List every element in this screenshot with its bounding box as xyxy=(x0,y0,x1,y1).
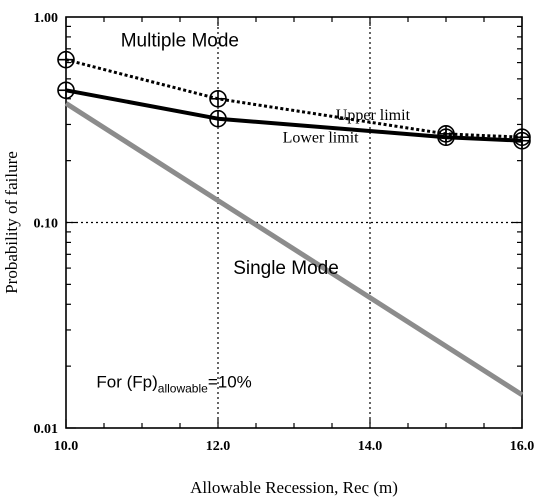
tick-marks xyxy=(65,17,523,429)
fp-suffix: =10% xyxy=(208,373,252,392)
x-tick-label: 16.0 xyxy=(510,439,535,454)
y-tick-label: 1.00 xyxy=(34,11,59,26)
lower-limit-annotation: Lower limit xyxy=(283,130,360,147)
x-tick-label: 14.0 xyxy=(358,439,383,454)
x-axis-label: Allowable Recession, Rec (m) xyxy=(190,478,398,497)
y-tick-label: 0.10 xyxy=(34,217,59,232)
y-tick-label: 0.01 xyxy=(34,422,59,437)
tick-labels: 10.0 12.0 14.0 16.0 0.01 0.10 1.00 xyxy=(34,11,535,454)
series-lines xyxy=(57,50,531,397)
x-tick-label: 10.0 xyxy=(54,439,79,454)
single-mode-line xyxy=(64,101,524,397)
y-axis-label: Probability of failure xyxy=(2,151,21,294)
fp-subscript: allowable xyxy=(158,382,208,396)
upper-limit-line xyxy=(65,58,523,139)
multiple-mode-annotation: Multiple Mode xyxy=(121,30,239,51)
single-mode-annotation: Single Mode xyxy=(233,258,339,279)
upper-limit-annotation: Upper limit xyxy=(336,107,411,124)
x-tick-label: 12.0 xyxy=(206,439,231,454)
allowable-fp-annotation: For (Fp)allowable=10% xyxy=(96,373,251,396)
lower-limit-line xyxy=(65,88,523,143)
plot-frame xyxy=(65,16,523,429)
grid-lines xyxy=(66,17,522,428)
fp-prefix: For (Fp) xyxy=(96,373,157,392)
